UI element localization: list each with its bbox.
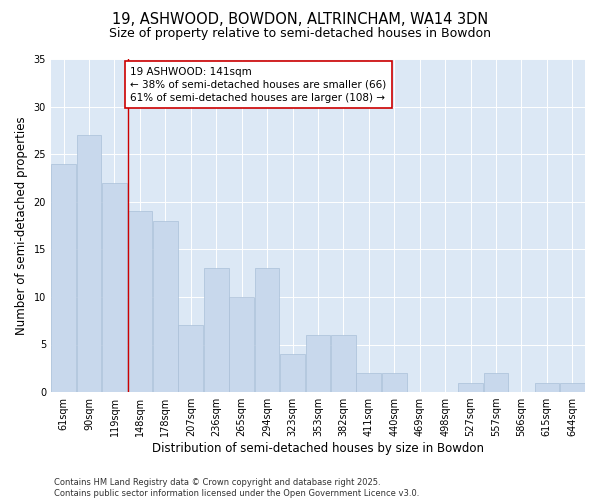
Bar [458, 382, 483, 392]
Bar [255, 268, 280, 392]
Bar [178, 326, 203, 392]
Y-axis label: Number of semi-detached properties: Number of semi-detached properties [15, 116, 28, 335]
Bar [51, 164, 76, 392]
Bar [331, 335, 356, 392]
Text: 19 ASHWOOD: 141sqm
← 38% of semi-detached houses are smaller (66)
61% of semi-de: 19 ASHWOOD: 141sqm ← 38% of semi-detache… [130, 66, 386, 103]
Bar [204, 268, 229, 392]
X-axis label: Distribution of semi-detached houses by size in Bowdon: Distribution of semi-detached houses by … [152, 442, 484, 455]
Bar [102, 182, 127, 392]
Bar [484, 373, 508, 392]
Bar [305, 335, 330, 392]
Bar [560, 382, 584, 392]
Bar [153, 221, 178, 392]
Bar [535, 382, 559, 392]
Text: 19, ASHWOOD, BOWDON, ALTRINCHAM, WA14 3DN: 19, ASHWOOD, BOWDON, ALTRINCHAM, WA14 3D… [112, 12, 488, 28]
Text: Contains HM Land Registry data © Crown copyright and database right 2025.
Contai: Contains HM Land Registry data © Crown c… [54, 478, 419, 498]
Bar [77, 135, 101, 392]
Bar [280, 354, 305, 392]
Bar [382, 373, 407, 392]
Bar [356, 373, 381, 392]
Bar [128, 212, 152, 392]
Text: Size of property relative to semi-detached houses in Bowdon: Size of property relative to semi-detach… [109, 28, 491, 40]
Bar [229, 297, 254, 392]
